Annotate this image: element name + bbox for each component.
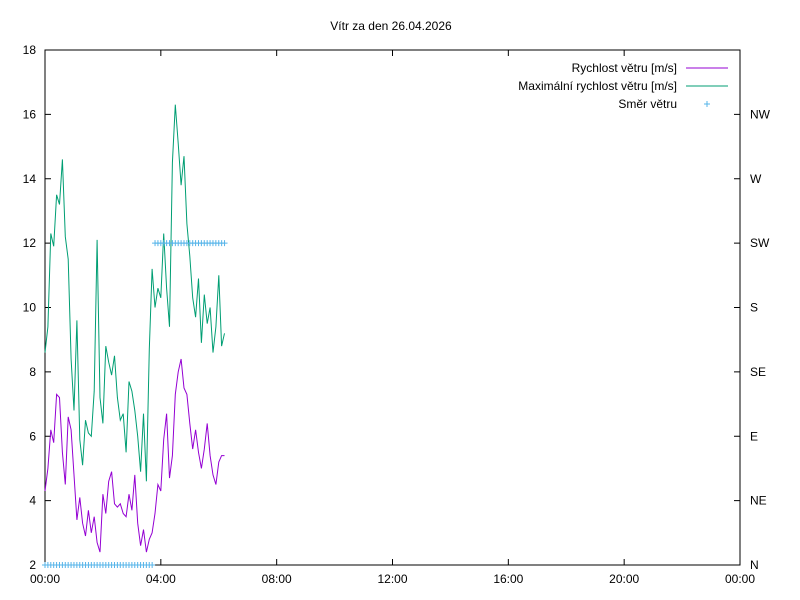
legend-label: Směr větru xyxy=(618,97,677,111)
x-tick-label: 00:00 xyxy=(30,572,60,586)
y-tick-label: 6 xyxy=(29,429,36,443)
x-tick-label: 12:00 xyxy=(377,572,407,586)
series-1-line xyxy=(44,104,225,482)
x-tick-label: 04:00 xyxy=(146,572,176,586)
legend-label: Maximální rychlost větru [m/s] xyxy=(518,79,677,93)
y2-tick-label: SW xyxy=(750,236,770,250)
plot-frame xyxy=(44,49,741,566)
y-tick-label: 10 xyxy=(23,301,37,315)
legend: Rychlost větru [m/s] Maximální rychlost v… xyxy=(518,61,728,111)
x-axis: 00:00 04:00 08:00 12:00 16:00 20:00 00:00 xyxy=(30,50,755,586)
chart-title: Vítr za den 26.04.2026 xyxy=(330,19,452,33)
y-tick-label: 16 xyxy=(23,107,37,121)
series-2-points xyxy=(42,240,228,568)
y2-tick-label: W xyxy=(750,172,762,186)
direction-point xyxy=(149,562,156,568)
y-tick-label: 2 xyxy=(29,558,36,572)
y2-tick-label: N xyxy=(750,558,759,572)
y-axis-right: N NE E SE S SW W NW xyxy=(734,107,771,572)
y2-tick-label: NE xyxy=(750,494,767,508)
y2-tick-label: S xyxy=(750,301,758,315)
y-tick-label: 18 xyxy=(23,43,37,57)
x-tick-label: 08:00 xyxy=(262,572,292,586)
x-tick-label: 00:00 xyxy=(725,572,755,586)
series-0-line xyxy=(44,358,225,553)
legend-swatch xyxy=(704,101,710,107)
y-tick-label: 4 xyxy=(29,494,36,508)
y-tick-label: 12 xyxy=(23,236,37,250)
y-axis-left: 2 4 6 8 10 12 14 16 18 xyxy=(23,43,51,572)
y-tick-label: 14 xyxy=(23,172,37,186)
x-tick-label: 16:00 xyxy=(493,572,523,586)
direction-point xyxy=(221,240,228,247)
series-layer xyxy=(42,104,228,568)
y2-tick-label: E xyxy=(750,429,758,443)
y2-tick-label: SE xyxy=(750,365,766,379)
legend-label: Rychlost větru [m/s] xyxy=(572,61,677,75)
x-tick-label: 20:00 xyxy=(609,572,639,586)
y-tick-label: 8 xyxy=(29,365,36,379)
y2-tick-label: NW xyxy=(750,107,771,121)
